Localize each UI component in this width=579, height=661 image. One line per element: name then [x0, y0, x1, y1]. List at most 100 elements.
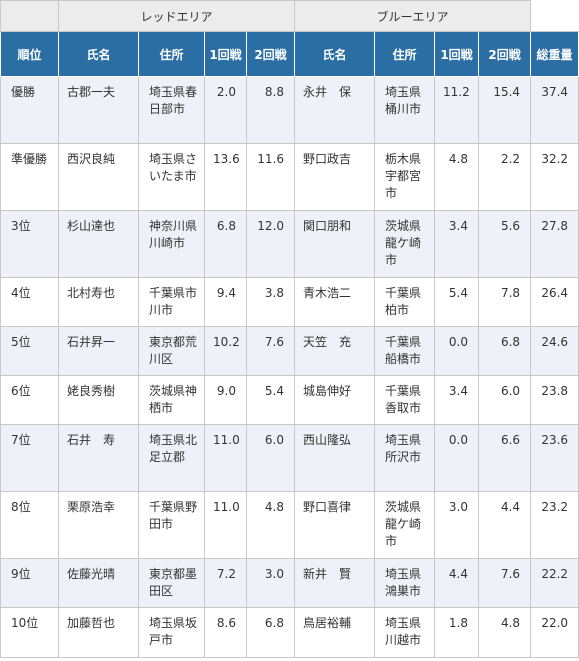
table-row: 準優勝 西沢良純 埼玉県さいたま市 13.6 11.6 野口政吉 栃木県宇都宮市… — [0, 143, 579, 211]
blue-round1-cell: 0.0 — [434, 424, 480, 492]
blue-address-cell: 栃木県宇都宮市 — [374, 143, 436, 211]
rank-column-header: 順位 — [0, 31, 59, 77]
blue-address-cell: 茨城県龍ケ崎市 — [374, 210, 436, 278]
rank-cell: 7位 — [0, 424, 59, 492]
blue-name-column-header: 氏名 — [294, 31, 376, 77]
blue-name-cell: 西山隆弘 — [294, 424, 376, 492]
total-weight-column-header: 総重量 — [530, 31, 579, 77]
rank-cell: 9位 — [0, 558, 59, 608]
red-address-cell: 神奈川県川崎市 — [138, 210, 205, 278]
red-name-column-header: 氏名 — [58, 31, 139, 77]
blue-round1-cell: 4.8 — [434, 143, 480, 211]
red-round2-cell: 12.0 — [245, 210, 296, 278]
red-address-cell: 東京都墨田区 — [138, 558, 205, 608]
blue-name-cell: 永井 保 — [294, 76, 376, 144]
red-round1-cell: 8.6 — [204, 607, 247, 658]
red-round2-cell: 6.0 — [245, 424, 296, 492]
red-round2-cell: 11.6 — [245, 143, 296, 211]
table-row: 9位 佐藤光晴 東京都墨田区 7.2 3.0 新井 賢 埼玉県鴻巣市 4.4 7… — [0, 558, 579, 608]
red-name-cell: 姥良秀樹 — [58, 375, 139, 425]
blue-address-cell: 埼玉県桶川市 — [374, 76, 436, 144]
red-name-cell: 石井昇一 — [58, 326, 139, 376]
blue-round1-column-header: 1回戦 — [434, 31, 480, 77]
rank-cell: 優勝 — [0, 76, 59, 144]
rank-cell: 準優勝 — [0, 143, 59, 211]
red-address-column-header: 住所 — [138, 31, 205, 77]
red-round2-cell: 7.6 — [245, 326, 296, 376]
rank-cell: 5位 — [0, 326, 59, 376]
red-address-cell: 千葉県市川市 — [138, 277, 205, 327]
red-address-cell: 東京都荒川区 — [138, 326, 205, 376]
blue-address-cell: 埼玉県川越市 — [374, 607, 436, 658]
red-address-cell: 埼玉県北足立郡 — [138, 424, 205, 492]
blue-address-cell: 千葉県香取市 — [374, 375, 436, 425]
blue-round1-cell: 3.4 — [434, 375, 480, 425]
blue-round2-cell: 4.4 — [478, 491, 532, 559]
red-round1-cell: 2.0 — [204, 76, 247, 144]
table-row: 4位 北村寿也 千葉県市川市 9.4 3.8 青木浩二 千葉県柏市 5.4 7.… — [0, 277, 579, 327]
red-round2-cell: 6.8 — [245, 607, 296, 658]
red-address-cell: 埼玉県さいたま市 — [138, 143, 205, 211]
blue-round1-cell: 0.0 — [434, 326, 480, 376]
blue-area-header: ブルーエリア — [294, 0, 532, 32]
total-weight-cell: 22.2 — [530, 558, 579, 608]
table-row: 6位 姥良秀樹 茨城県神栖市 9.0 5.4 城島伸好 千葉県香取市 3.4 6… — [0, 375, 579, 425]
blue-name-cell: 青木浩二 — [294, 277, 376, 327]
red-round1-cell: 11.0 — [204, 491, 247, 559]
red-name-cell: 北村寿也 — [58, 277, 139, 327]
red-round1-cell: 11.0 — [204, 424, 247, 492]
blue-round1-cell: 3.4 — [434, 210, 480, 278]
red-address-cell: 埼玉県春日部市 — [138, 76, 205, 144]
total-weight-cell: 23.2 — [530, 491, 579, 559]
red-round1-cell: 7.2 — [204, 558, 247, 608]
blue-round2-cell: 7.8 — [478, 277, 532, 327]
red-round2-cell: 8.8 — [245, 76, 296, 144]
blue-round2-cell: 6.0 — [478, 375, 532, 425]
blue-address-cell: 千葉県船橋市 — [374, 326, 436, 376]
total-weight-cell: 22.0 — [530, 607, 579, 658]
blue-name-cell: 天笠 充 — [294, 326, 376, 376]
table-row: 8位 栗原浩幸 千葉県野田市 11.0 4.8 野口喜律 茨城県龍ケ崎市 3.0… — [0, 491, 579, 559]
red-name-cell: 栗原浩幸 — [58, 491, 139, 559]
red-round1-cell: 6.8 — [204, 210, 247, 278]
red-address-cell: 千葉県野田市 — [138, 491, 205, 559]
table-row: 7位 石井 寿 埼玉県北足立郡 11.0 6.0 西山隆弘 埼玉県所沢市 0.0… — [0, 424, 579, 492]
blue-address-cell: 千葉県柏市 — [374, 277, 436, 327]
blue-name-cell: 城島伸好 — [294, 375, 376, 425]
rank-cell: 6位 — [0, 375, 59, 425]
table-row: 5位 石井昇一 東京都荒川区 10.2 7.6 天笠 充 千葉県船橋市 0.0 … — [0, 326, 579, 376]
red-address-cell: 埼玉県坂戸市 — [138, 607, 205, 658]
blue-round1-cell: 1.8 — [434, 607, 480, 658]
table-row: 優勝 古郡一夫 埼玉県春日部市 2.0 8.8 永井 保 埼玉県桶川市 11.2… — [0, 76, 579, 144]
red-area-header: レッドエリア — [57, 0, 296, 32]
blue-round2-cell: 15.4 — [478, 76, 532, 144]
blue-round2-column-header: 2回戦 — [478, 31, 532, 77]
red-address-cell: 茨城県神栖市 — [138, 375, 205, 425]
red-name-cell: 古郡一夫 — [58, 76, 139, 144]
blue-round1-cell: 11.2 — [434, 76, 480, 144]
red-round2-cell: 5.4 — [245, 375, 296, 425]
red-round1-cell: 9.4 — [204, 277, 247, 327]
red-name-cell: 杉山達也 — [58, 210, 139, 278]
blue-round1-cell: 4.4 — [434, 558, 480, 608]
blue-round2-cell: 2.2 — [478, 143, 532, 211]
red-round2-cell: 4.8 — [245, 491, 296, 559]
total-weight-cell: 26.4 — [530, 277, 579, 327]
red-round1-column-header: 1回戦 — [204, 31, 247, 77]
blue-round2-cell: 6.8 — [478, 326, 532, 376]
table-row: 3位 杉山達也 神奈川県川崎市 6.8 12.0 関口朋和 茨城県龍ケ崎市 3.… — [0, 210, 579, 278]
total-weight-cell: 24.6 — [530, 326, 579, 376]
blue-round1-cell: 5.4 — [434, 277, 480, 327]
rank-cell: 3位 — [0, 210, 59, 278]
blue-name-cell: 関口朋和 — [294, 210, 376, 278]
red-name-cell: 佐藤光晴 — [58, 558, 139, 608]
red-name-cell: 石井 寿 — [58, 424, 139, 492]
table-row: 10位 加藤哲也 埼玉県坂戸市 8.6 6.8 鳥居裕輔 埼玉県川越市 1.8 … — [0, 607, 579, 658]
blue-round2-cell: 5.6 — [478, 210, 532, 278]
rank-cell: 8位 — [0, 491, 59, 559]
blue-name-cell: 新井 賢 — [294, 558, 376, 608]
red-round1-cell: 13.6 — [204, 143, 247, 211]
blue-name-cell: 野口喜律 — [294, 491, 376, 559]
corner-cell — [0, 0, 59, 32]
